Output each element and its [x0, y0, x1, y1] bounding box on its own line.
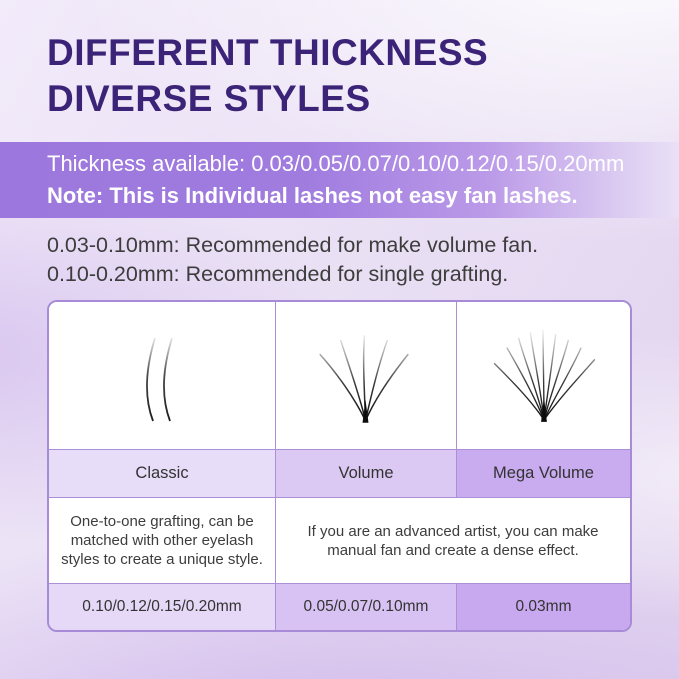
description-advanced-text: If you are an advanced artist, you can m…	[307, 522, 599, 559]
recommendations: 0.03-0.10mm: Recommended for make volume…	[47, 231, 538, 289]
volume-lash-illustration	[275, 302, 456, 449]
thickness-classic: 0.10/0.12/0.15/0.20mm	[49, 583, 275, 630]
label-volume-text: Volume	[338, 464, 394, 482]
thickness-classic-text: 0.10/0.12/0.15/0.20mm	[82, 598, 242, 615]
lash-styles-table: Classic Volume Mega Volume One-to-one gr…	[47, 300, 632, 632]
description-classic: One-to-one grafting, can be matched with…	[49, 497, 275, 583]
thickness-mega-volume-text: 0.03mm	[515, 598, 572, 615]
thickness-available-text: Thickness available: 0.03/0.05/0.07/0.10…	[47, 151, 625, 176]
label-classic: Classic	[49, 449, 275, 497]
recommendation-single-grafting: 0.10-0.20mm: Recommended for single graf…	[47, 262, 509, 286]
recommendation-volume-fan: 0.03-0.10mm: Recommended for make volume…	[47, 233, 539, 257]
label-volume: Volume	[275, 449, 456, 497]
mega-volume-lash-illustration	[456, 302, 630, 449]
note-text: Note: This is Individual lashes not easy…	[47, 183, 578, 208]
title-line-2: DIVERSE STYLES	[47, 78, 371, 119]
classic-lash-illustration	[49, 302, 275, 449]
label-mega-volume: Mega Volume	[456, 449, 630, 497]
thickness-volume-text: 0.05/0.07/0.10mm	[303, 598, 429, 615]
description-advanced: If you are an advanced artist, you can m…	[275, 497, 630, 583]
thickness-mega-volume: 0.03mm	[456, 583, 630, 630]
thickness-volume: 0.05/0.07/0.10mm	[275, 583, 456, 630]
label-mega-volume-text: Mega Volume	[493, 464, 594, 482]
title-line-1: DIFFERENT THICKNESS	[47, 32, 489, 73]
description-classic-text: One-to-one grafting, can be matched with…	[61, 513, 263, 568]
label-classic-text: Classic	[135, 464, 189, 482]
thickness-banner: Thickness available: 0.03/0.05/0.07/0.10…	[0, 142, 679, 218]
page-title: DIFFERENT THICKNESS DIVERSE STYLES	[47, 30, 488, 122]
